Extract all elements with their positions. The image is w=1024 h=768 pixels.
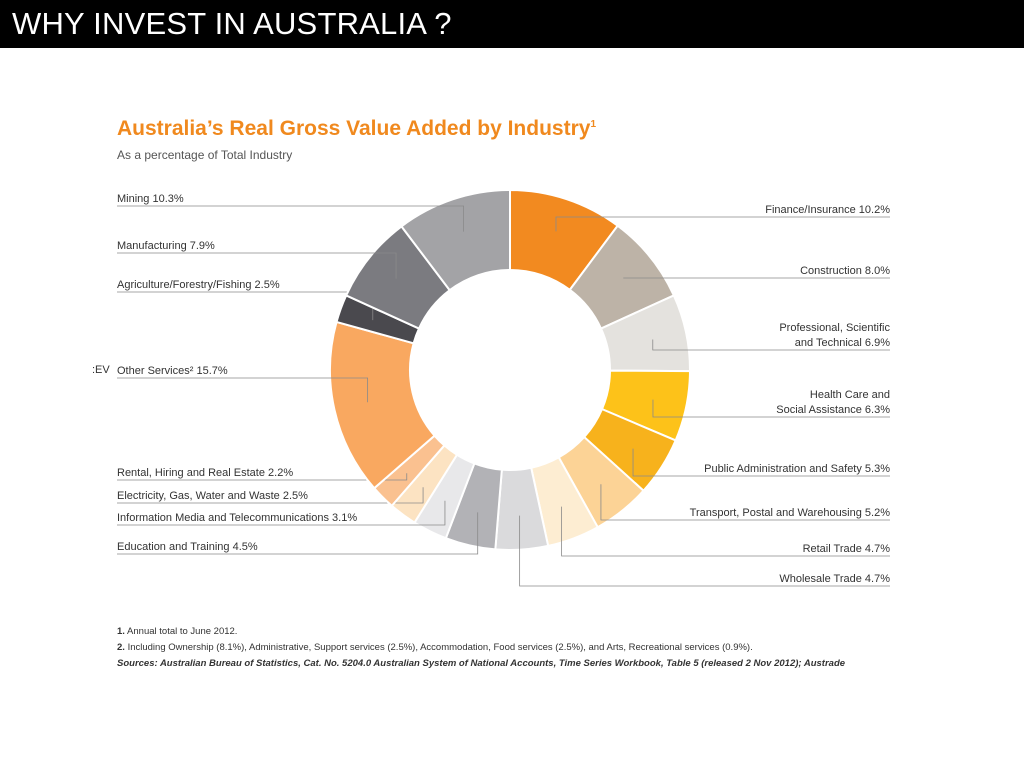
slice-label: Finance/Insurance 10.2% [765, 204, 890, 216]
slice-label: Construction 8.0% [800, 265, 890, 277]
leader-line [117, 205, 464, 232]
slice-label: Rental, Hiring and Real Estate 2.2% [117, 467, 293, 479]
footnote-1: 1. Annual total to June 2012. [117, 624, 845, 640]
slide-title-bar: WHY INVEST IN AUSTRALIA ? [0, 0, 1024, 48]
slice-label: Retail Trade 4.7% [803, 543, 891, 555]
slice-label: Other Services² 15.7% [117, 365, 228, 377]
slice-label: Information Media and Telecommunications… [117, 512, 357, 524]
leader-line [117, 473, 408, 481]
leader-line [519, 515, 890, 587]
leader-line [117, 500, 446, 526]
stray-text: :EV [92, 364, 110, 376]
footnote-1-text: Annual total to June 2012. [124, 626, 238, 637]
slice-label: Public Administration and Safety 5.3% [704, 463, 890, 475]
leader-line [652, 399, 890, 418]
leader-line [117, 291, 374, 321]
leader-line [600, 484, 890, 521]
chart-title-text: Australia’s Real Gross Value Added by In… [117, 117, 591, 140]
footnote-2-text: Including Ownership (8.1%), Administrati… [124, 642, 753, 653]
leader-line [117, 487, 424, 504]
leader-line [561, 506, 890, 557]
slice-label: Mining 10.3% [117, 193, 184, 205]
footnotes: 1. Annual total to June 2012. 2. Includi… [117, 624, 845, 672]
leader-line [117, 252, 397, 279]
footnote-2-number: 2. [117, 642, 125, 653]
slice-label: Wholesale Trade 4.7% [779, 573, 890, 585]
leader-line [555, 216, 890, 232]
slice-label: Social Assistance 6.3% [776, 404, 890, 416]
sources-note: Sources: Australian Bureau of Statistics… [117, 658, 846, 669]
slide-title: WHY INVEST IN AUSTRALIA ? [12, 6, 452, 41]
slice-label: and Technical 6.9% [795, 337, 890, 349]
slice-label: Agriculture/Forestry/Fishing 2.5% [117, 279, 280, 291]
slice-label: Transport, Postal and Warehousing 5.2% [690, 507, 891, 519]
leader-line [652, 339, 890, 351]
donut-slice [400, 188, 511, 292]
slice-label: Electricity, Gas, Water and Waste 2.5% [117, 490, 308, 502]
slice-label: Manufacturing 7.9% [117, 240, 215, 252]
slice-label: Health Care and [810, 389, 890, 401]
slice-label: Professional, Scientific [779, 322, 890, 334]
leader-line [632, 448, 890, 477]
slice-label: Education and Training 4.5% [117, 541, 258, 553]
footnote-2: 2. Including Ownership (8.1%), Administr… [117, 640, 845, 656]
footnote-1-number: 1. [117, 626, 125, 637]
leader-line [117, 512, 479, 555]
chart-title-footnote: 1 [590, 119, 596, 130]
chart-title: Australia’s Real Gross Value Added by In… [117, 117, 596, 141]
chart-subtitle: As a percentage of Total Industry [117, 148, 293, 162]
leader-line [117, 377, 369, 403]
